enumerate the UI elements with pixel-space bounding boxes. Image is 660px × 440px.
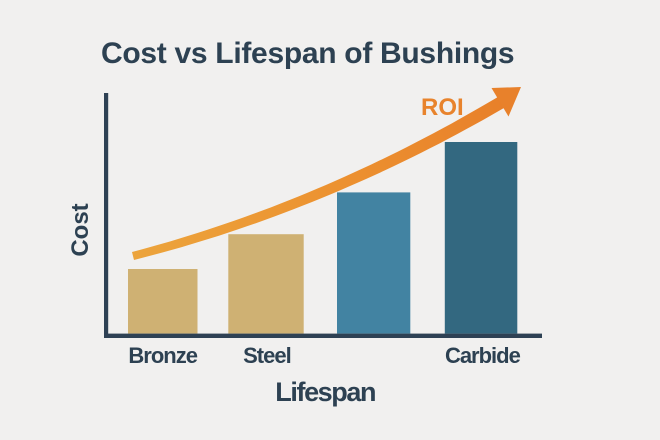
svg-text:Lifespan: Lifespan [275, 377, 375, 407]
svg-text:Cost: Cost [67, 203, 94, 256]
svg-text:ROI: ROI [421, 94, 464, 121]
svg-text:Steel: Steel [243, 343, 291, 368]
svg-text:Carbide: Carbide [445, 343, 521, 368]
svg-text:Bronze: Bronze [128, 343, 197, 368]
svg-text:Cost vs Lifespan of Bushings: Cost vs Lifespan of Bushings [101, 37, 514, 70]
